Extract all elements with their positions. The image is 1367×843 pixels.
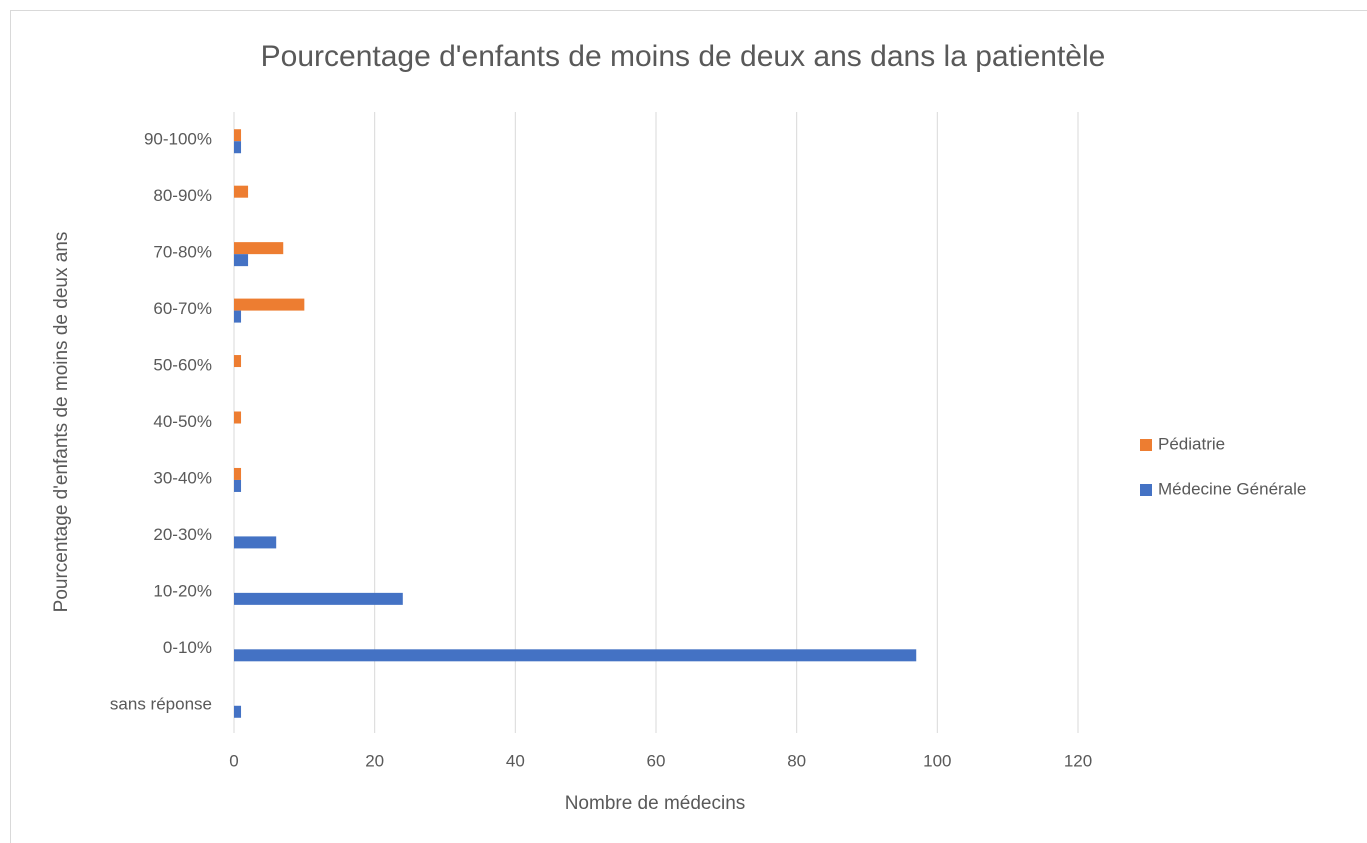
x-tick-label: 0 (229, 751, 238, 770)
legend-label: Médecine Générale (1158, 479, 1306, 498)
y-tick-label: sans réponse (110, 694, 212, 713)
x-tick-label: 40 (506, 751, 525, 770)
bar (234, 467, 242, 480)
y-tick-label: 0-10% (163, 638, 212, 657)
bar (234, 254, 249, 267)
y-tick-label: 60-70% (153, 299, 212, 318)
x-tick-label: 80 (787, 751, 806, 770)
bar (234, 355, 242, 368)
legend-label: Pédiatrie (1158, 434, 1225, 453)
x-tick-label: 20 (365, 751, 384, 770)
y-tick-label: 50-60% (153, 356, 212, 375)
bar (234, 592, 403, 605)
legend-swatch (1140, 484, 1152, 496)
y-tick-label: 20-30% (153, 525, 212, 544)
bar (234, 129, 242, 142)
bar (234, 705, 242, 718)
chart-title: Pourcentage d'enfants de moins de deux a… (261, 40, 1106, 73)
legend-swatch (1140, 439, 1152, 451)
y-tick-label: 30-40% (153, 468, 212, 487)
y-tick-label: 10-20% (153, 581, 212, 600)
bar (234, 298, 305, 311)
bar (234, 242, 284, 255)
y-tick-label: 70-80% (153, 243, 212, 262)
x-tick-label: 100 (923, 751, 951, 770)
bar (234, 310, 242, 323)
x-axis-label: Nombre de médecins (565, 793, 746, 814)
bar (234, 536, 277, 549)
bar (234, 479, 242, 492)
y-axis-label: Pourcentage d'enfants de moins de deux a… (51, 232, 72, 613)
y-tick-label: 40-50% (153, 412, 212, 431)
y-tick-label: 80-90% (153, 186, 212, 205)
bar (234, 411, 242, 424)
x-tick-label: 120 (1064, 751, 1092, 770)
x-tick-label: 60 (647, 751, 666, 770)
y-tick-label: 90-100% (144, 130, 212, 149)
bar (234, 185, 249, 198)
chart-frame (10, 10, 1367, 843)
bar (234, 141, 242, 154)
bar (234, 649, 917, 662)
